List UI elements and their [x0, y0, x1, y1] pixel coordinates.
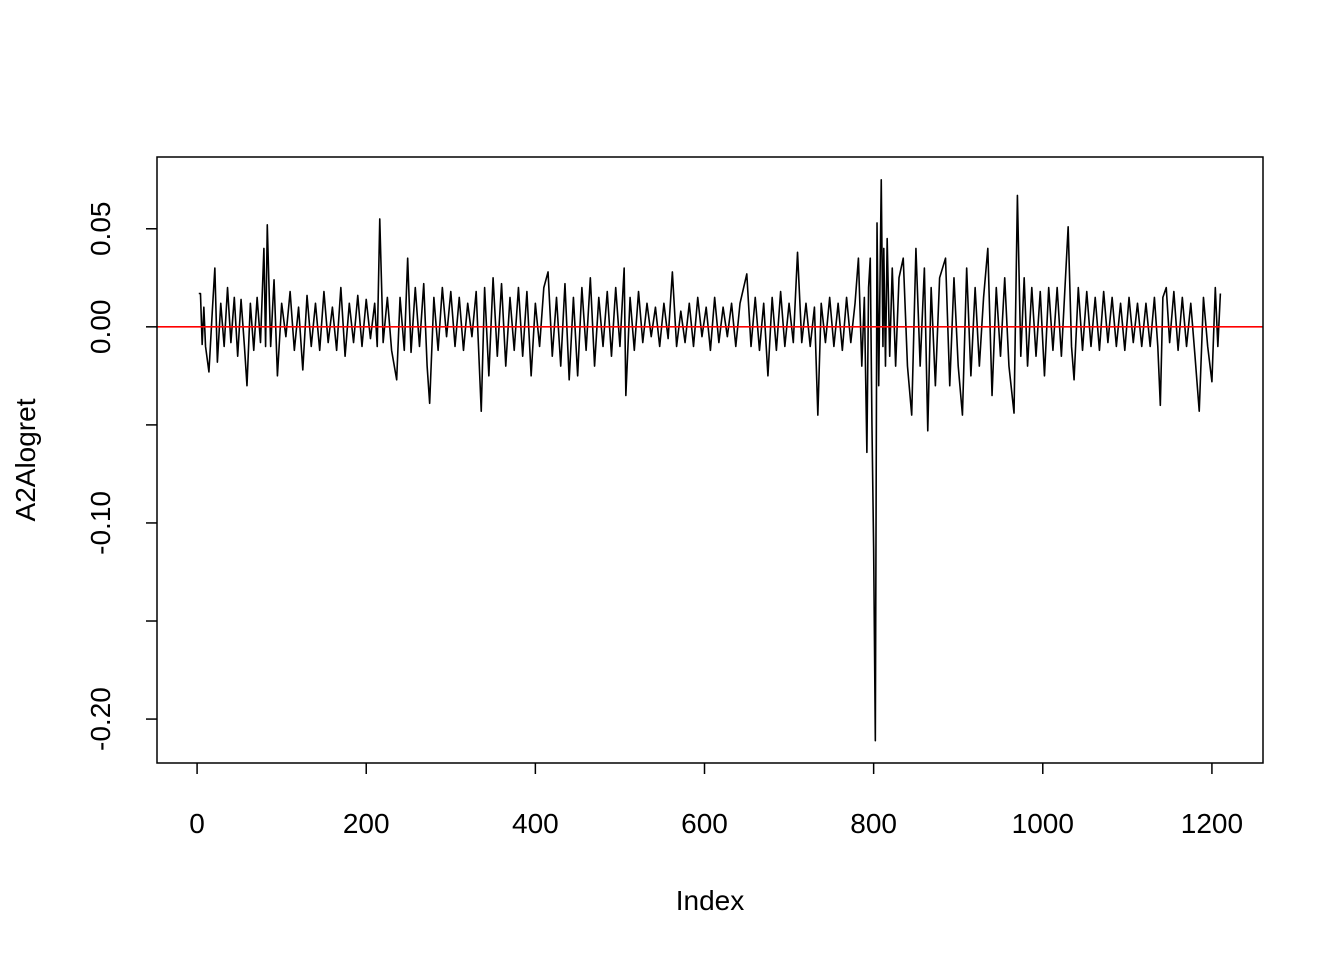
x-axis-label: Index — [676, 885, 745, 916]
x-tick-label: 200 — [343, 808, 390, 839]
x-tick-label: 400 — [512, 808, 559, 839]
y-tick-label: -0.10 — [85, 491, 116, 555]
data-line — [198, 178, 1222, 742]
y-axis-label: A2Alogret — [10, 398, 41, 521]
x-tick-label: 1000 — [1012, 808, 1074, 839]
plot-frame — [156, 156, 1264, 764]
y-tick-label: 0.00 — [85, 300, 116, 355]
y-tick-label: -0.20 — [85, 687, 116, 751]
y-tick-label: 0.05 — [85, 202, 116, 256]
x-tick-label: 0 — [189, 808, 205, 839]
x-tick-label: 1200 — [1181, 808, 1243, 839]
x-tick-label: 600 — [681, 808, 728, 839]
x-tick-label: 800 — [850, 808, 897, 839]
